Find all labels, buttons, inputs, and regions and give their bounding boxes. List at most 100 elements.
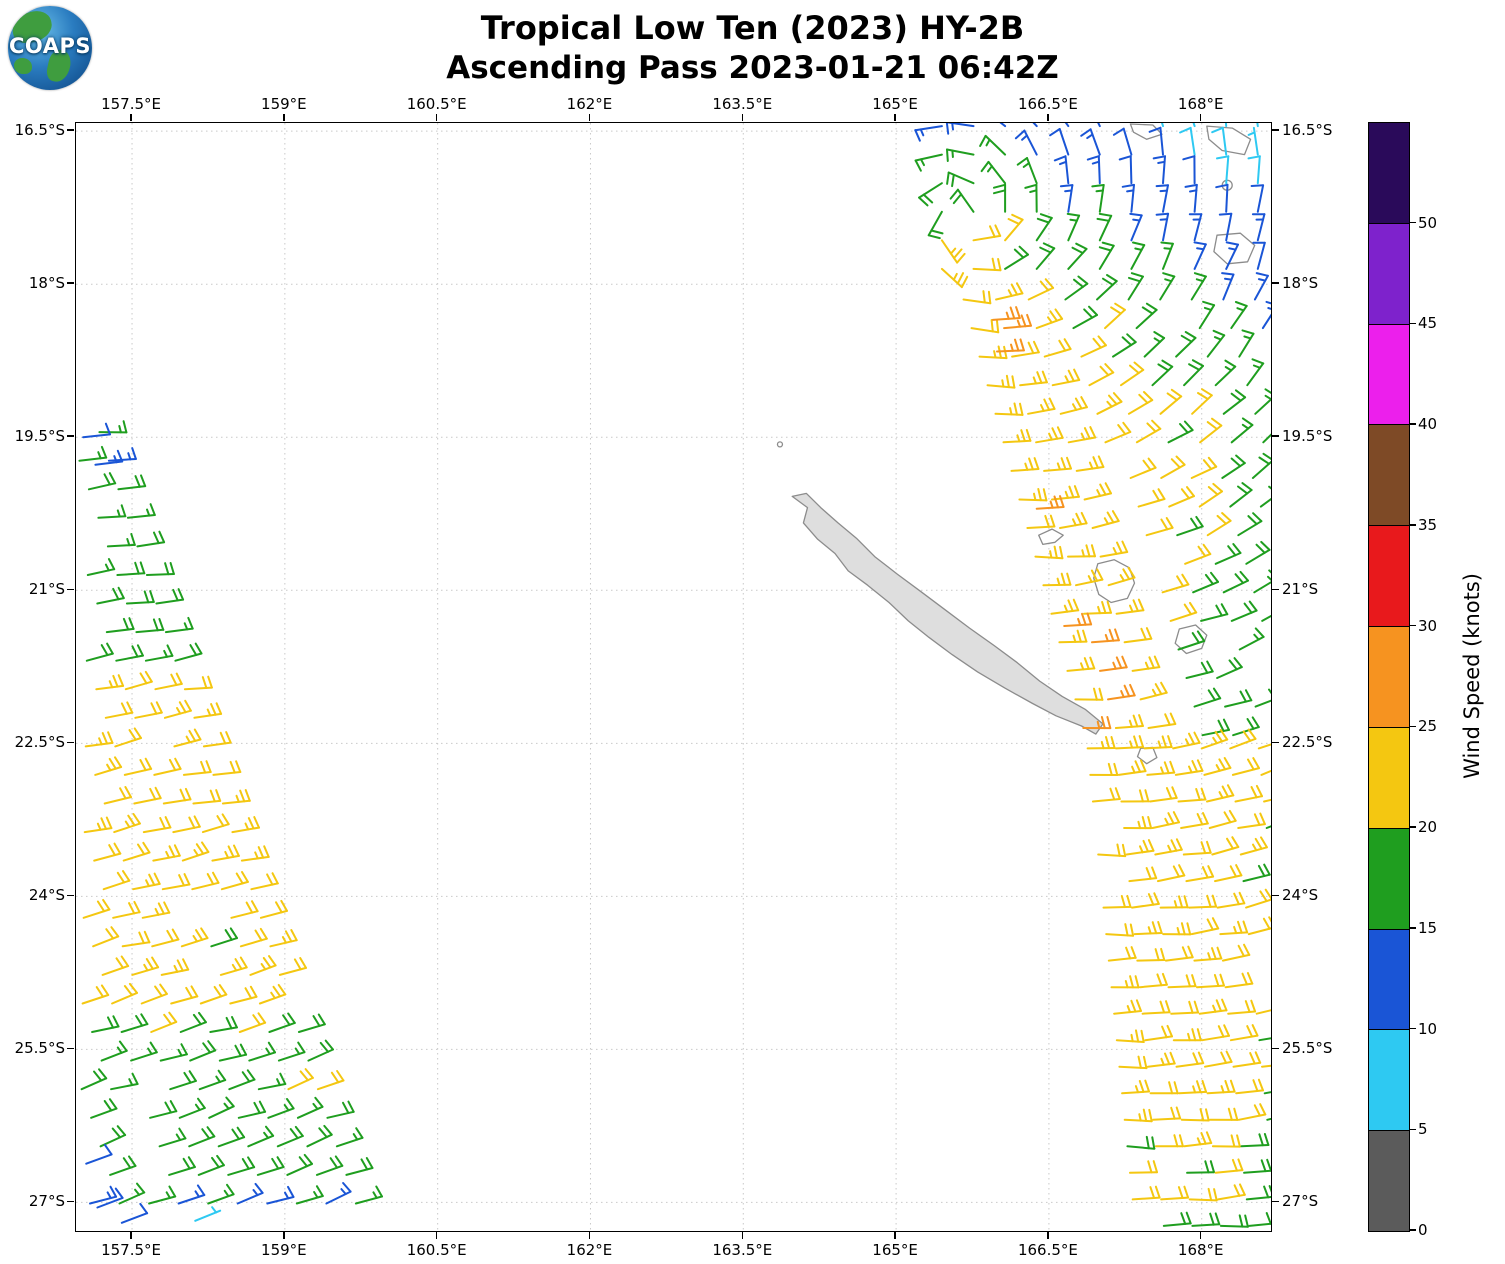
wind-barb [99,1125,127,1148]
wind-barb [962,290,992,305]
coaps-logo-text: COAPS [9,34,91,58]
wind-barb [1221,454,1246,479]
wind-barb [142,816,172,834]
colorbar-tickmark [1410,624,1416,627]
wind-barb [297,1013,326,1033]
wind-barb [1131,655,1161,672]
wind-barb [1035,213,1053,242]
wind-barb [1133,921,1163,936]
wind-barb [1067,544,1096,558]
wind-barb [217,1126,246,1148]
x-tick-label-top: 168°E [1177,95,1224,113]
wind-barb [1121,1079,1150,1095]
colorbar-tick-label: 35 [1418,515,1438,534]
wind-barb [1135,419,1162,444]
colorbar-tick-label: 30 [1418,616,1438,635]
wind-barb [1089,762,1119,776]
wind-barb [1255,1009,1271,1015]
wind-barb [1053,155,1070,185]
colorbar-segment [1369,1131,1409,1231]
wind-barb [1050,598,1080,615]
wind-barb [1184,183,1198,213]
wind-barb [276,1125,304,1148]
wind-barb [179,1011,207,1033]
x-tickmark-top [741,114,744,121]
wind-barb [1135,302,1158,330]
wind-barb [1229,728,1257,750]
x-tickmark-top [283,114,285,121]
y-tickmark-right [1272,588,1279,591]
wind-barb [1242,863,1271,883]
wind-barb [258,983,287,1005]
wind-barb [237,1100,267,1119]
x-tickmark-bottom [1199,1232,1202,1239]
colorbar-segment [1369,727,1409,829]
wind-barb [269,929,298,948]
wind-barb [259,899,288,919]
wind-barb [1080,128,1101,156]
wind-barb [1067,426,1097,444]
wind-barb [112,900,141,919]
wind-barb [1237,812,1266,829]
x-tick-label-bottom: 163.5°E [712,1241,773,1259]
wind-barb [1083,482,1112,501]
wind-barb [109,1155,137,1176]
wind-barb [151,928,180,948]
wind-barb [1177,630,1206,651]
wind-barb [121,930,151,948]
wind-barb [227,1156,256,1176]
wind-barb [1167,420,1194,444]
wind-barb [1105,923,1135,937]
wind-barb [1091,787,1121,803]
wind-barb [277,1041,306,1062]
wind-barb [1193,946,1223,962]
wind-barb [980,160,1007,185]
wind-barb [1199,417,1223,444]
wind-barb [149,1100,178,1119]
wind-barb [1143,735,1173,750]
wind-barb [1088,363,1115,387]
x-tick-label-top: 166.5°E [1017,95,1078,113]
colorbar-tick-label: 0 [1418,1221,1428,1239]
wind-barb [1152,155,1166,185]
wind-barb [993,183,1007,213]
wind-barb [83,816,113,834]
wind-barb [1002,428,1032,444]
wind-barb [183,675,213,691]
wind-barb [268,1012,296,1033]
wind-barb [1004,245,1029,270]
wind-barb [1191,1212,1221,1227]
wind-barb [1096,274,1118,301]
wind-barb [1230,301,1248,330]
wind-barb [1259,485,1271,508]
wind-barb [1162,1211,1192,1227]
wind-barb [1214,864,1243,883]
x-tickmark-top [1047,114,1049,121]
wind-barb [1118,1055,1148,1070]
wind-barb [247,1125,275,1148]
wind-barb [1224,689,1253,708]
wind-barb [1216,891,1246,909]
wind-barb [1115,735,1145,750]
wind-barb [914,153,943,172]
wind-barb [1126,1135,1156,1150]
y-tick-label-right: 21°S [1282,580,1319,599]
wind-barb [991,306,1021,321]
wind-barb [249,955,277,976]
wind-barb [994,402,1024,416]
wind-barb [1209,1107,1239,1121]
colorbar-tickmark [1410,1027,1416,1030]
wind-barb [1120,361,1145,387]
colorbar-tickmark [1410,221,1416,224]
island-huon-islet [776,441,784,448]
wind-barb [1224,972,1254,989]
wind-barb [1059,396,1088,415]
wind-barb [1253,272,1269,301]
wind-barb [1147,712,1177,729]
wind-barb [91,1015,120,1033]
y-tickmark-right [1272,894,1279,897]
wind-barb [1082,716,1112,730]
wind-barb [1261,1064,1271,1068]
wind-barb [1034,545,1064,560]
wind-barb [1129,212,1143,242]
